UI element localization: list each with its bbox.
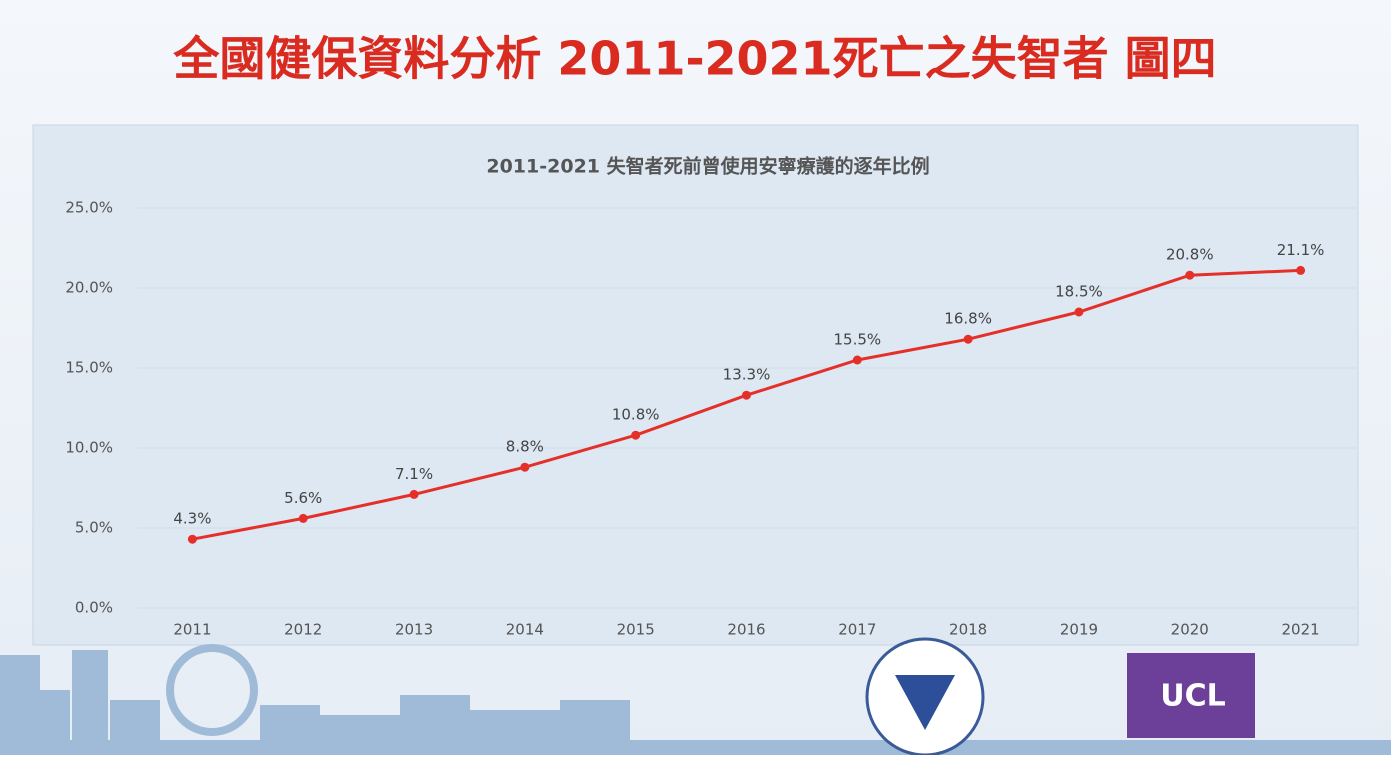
university-logo-shield	[895, 675, 955, 730]
skyline	[0, 644, 1391, 755]
x-tick-label: 2012	[284, 621, 322, 639]
data-label: 18.5%	[1055, 283, 1103, 301]
x-tick-label: 2016	[727, 621, 765, 639]
data-label: 4.3%	[173, 510, 211, 528]
data-label: 10.8%	[612, 406, 660, 424]
point	[742, 390, 751, 400]
data-label: 16.8%	[944, 310, 992, 328]
point	[963, 334, 973, 344]
ucl-logo-text: UCL	[1160, 679, 1226, 714]
y-tick-label: 10.0%	[65, 439, 113, 457]
point	[298, 513, 308, 523]
x-tick-label: 2018	[949, 621, 987, 639]
x-tick-label: 2015	[617, 621, 655, 639]
data-label: 5.6%	[284, 489, 322, 507]
point	[1296, 265, 1306, 275]
x-tick-label: 2011	[173, 621, 211, 639]
chart-panel	[32, 124, 1359, 646]
y-tick-label: 20.0%	[65, 279, 113, 297]
y-tick-label: 0.0%	[75, 599, 113, 617]
ucl-logo	[1127, 653, 1255, 738]
y-tick-label: 5.0%	[75, 519, 113, 537]
x-tick-label: 2014	[506, 621, 544, 639]
x-tick-label: 2013	[395, 621, 433, 639]
data-label: 13.3%	[723, 366, 771, 384]
y-tick-label: 25.0%	[65, 199, 113, 217]
point	[852, 355, 862, 365]
chart-title: 2011-2021 失智者死前曾使用安寧療護的逐年比例	[486, 155, 929, 178]
data-label: 8.8%	[506, 438, 544, 456]
point	[187, 534, 197, 544]
data-label: 21.1%	[1277, 241, 1325, 259]
x-tick-label: 2019	[1060, 621, 1098, 639]
x-tick-label: 2020	[1171, 621, 1209, 639]
y-tick-label: 15.0%	[65, 359, 113, 377]
point	[409, 489, 419, 499]
point	[631, 430, 641, 440]
data-label: 7.1%	[395, 465, 433, 483]
data-label: 20.8%	[1166, 246, 1214, 264]
x-tick-label: 2017	[838, 621, 876, 639]
point	[1074, 307, 1084, 317]
data-label: 15.5%	[833, 331, 881, 349]
point	[520, 462, 530, 472]
x-tick-label: 2021	[1281, 621, 1319, 639]
slide-title: 全國健保資料分析 2011-2021死亡之失智者 圖四	[172, 32, 1216, 86]
point	[1185, 270, 1195, 280]
